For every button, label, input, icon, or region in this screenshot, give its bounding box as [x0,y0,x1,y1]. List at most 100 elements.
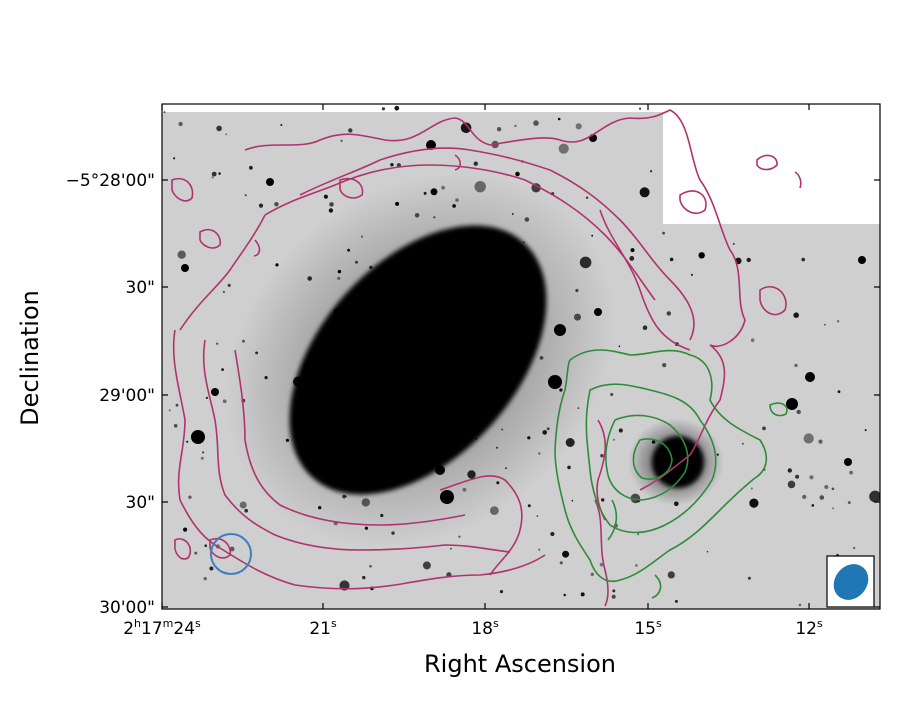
star [531,183,541,193]
star [380,513,384,518]
star [177,250,186,259]
star [496,127,502,132]
star [476,370,486,380]
star [360,235,364,238]
star [244,508,248,513]
star [869,490,880,503]
star [550,531,555,537]
star [796,409,801,415]
bright-star [191,430,205,444]
star [819,495,825,500]
star [575,288,579,293]
star [205,396,208,399]
bright-star [440,490,454,504]
star [322,345,326,349]
star [795,474,800,479]
star [447,379,449,382]
star [496,481,500,485]
star [574,313,581,321]
star [362,419,365,423]
star [575,123,582,130]
star [629,256,635,261]
star [168,409,171,412]
star [832,507,834,510]
star [183,527,188,532]
star [345,495,347,498]
star [698,252,705,259]
star [414,213,420,218]
star [630,493,641,504]
star [244,194,247,197]
star [515,171,520,177]
star [369,565,372,568]
star [424,433,429,438]
star [510,262,513,265]
star [514,124,517,128]
star [533,120,539,126]
star [610,393,614,396]
star [293,376,304,387]
bright-star [211,388,219,396]
star [433,216,436,219]
star [546,427,550,431]
star [794,363,798,368]
star [674,501,679,507]
star [618,345,621,348]
star [328,208,334,213]
star [746,257,751,263]
bright-star [858,256,866,264]
star [499,590,504,594]
star [362,575,366,580]
star [666,311,671,316]
tick-marks [161,104,880,609]
star [590,572,594,576]
star [465,423,468,427]
star [507,305,512,311]
star [369,265,373,270]
star [639,187,650,198]
star [750,487,753,490]
star [203,577,207,581]
star [348,128,353,133]
star [391,531,395,535]
star [559,388,563,392]
star [802,494,807,499]
star [706,550,709,553]
star [527,504,531,508]
star [388,419,392,423]
star [454,319,458,323]
star [264,376,268,380]
y-tick-label: 30'00" [99,598,155,618]
circle-marker-icon [210,533,252,575]
star [831,487,835,491]
star [318,506,322,510]
star [579,256,592,269]
star [600,454,604,458]
star [577,407,580,409]
star [542,430,547,435]
star [485,252,497,263]
star [674,599,678,603]
star [255,351,258,355]
star [824,485,829,489]
sky-image [162,104,880,609]
star [732,242,735,245]
star [370,337,375,342]
star [381,107,385,111]
star [538,452,541,455]
star [475,437,478,440]
x-tick-label: 21s [309,617,337,639]
star [455,198,459,202]
star [441,185,445,190]
star [539,356,544,360]
star [216,125,222,132]
star [209,566,214,571]
star [175,403,179,407]
star [558,143,569,154]
star [467,470,476,479]
star [524,217,530,222]
star [211,176,214,179]
star [225,133,228,136]
bright-star [786,398,798,410]
